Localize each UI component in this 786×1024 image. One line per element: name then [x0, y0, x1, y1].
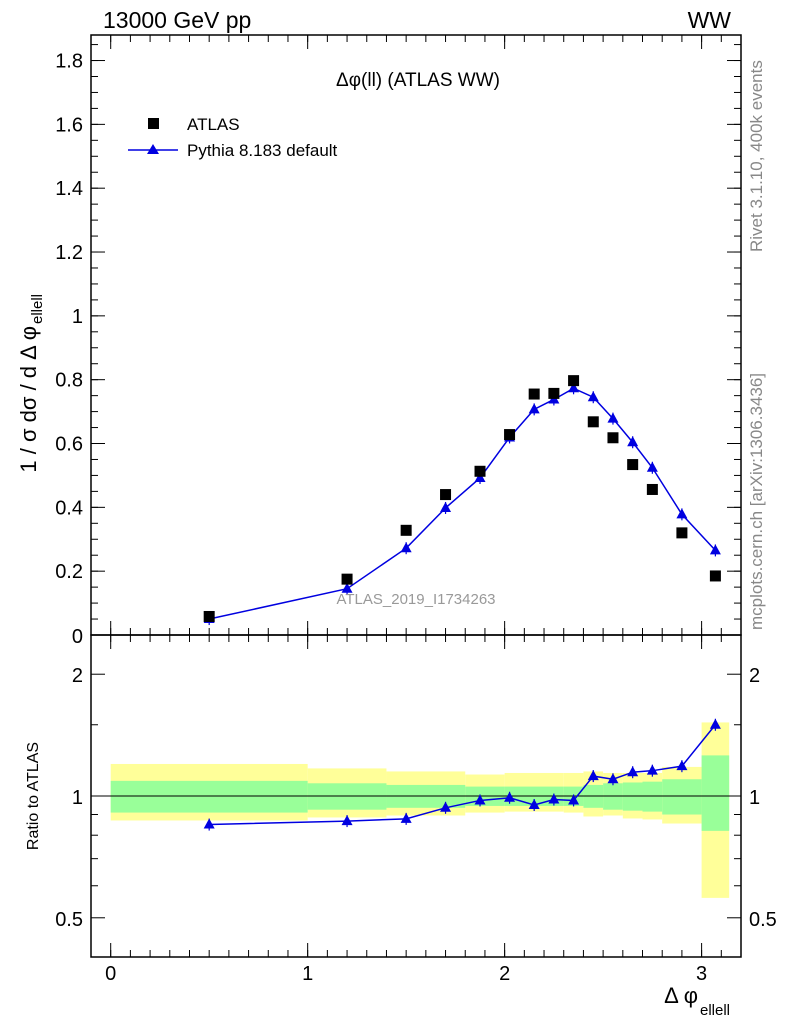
main-ylabel-text: 1 / σ dσ / d Δ φ: [16, 326, 41, 473]
atlas-point: [587, 416, 599, 428]
ratio-axes: 0.5 0.5 1 1 2 2 0 1 2 3: [55, 635, 777, 985]
ratio-point: [587, 770, 599, 781]
atlas-point: [440, 489, 452, 501]
ratio-point: [341, 815, 353, 826]
atlas-point: [203, 610, 215, 622]
ratio-ytick-label: 1: [72, 787, 83, 809]
pythia-point: [709, 544, 721, 555]
ratio-point: [568, 794, 580, 805]
pythia-line: [209, 387, 716, 620]
band-inner: [642, 781, 663, 812]
ratio-xtick-label: 1: [302, 963, 313, 985]
header-right: WW: [688, 7, 732, 33]
atlas-point: [607, 432, 619, 444]
ratio-xlabel: Δ φ ellell: [664, 983, 730, 1019]
ratio-point: [528, 799, 540, 810]
ratio-xlabel-text: Δ φ: [664, 983, 698, 1008]
ratio-point: [627, 766, 639, 777]
ratio-point: [400, 812, 412, 823]
band-inner: [110, 780, 308, 813]
ratio-point: [504, 791, 516, 802]
ratio-ylabel: Ratio to ATLAS: [25, 742, 42, 850]
ratio-marks: [203, 718, 721, 831]
ratio-xtick-label: 2: [499, 963, 510, 985]
band-inner: [662, 779, 702, 815]
ratio-point: [646, 764, 658, 775]
ratio-point: [548, 793, 560, 804]
main-axes: 0.2 0.4 0.6 0.8 1 1.2 1.4 1.6 1.8 0: [55, 35, 741, 648]
ratio-panel: 0.5 0.5 1 1 2 2 0 1 2 3 Ratio to ATLAS Δ φ ellell: [25, 634, 777, 1019]
atlas-point: [528, 388, 540, 400]
main-title: Δφ(ll) (ATLAS WW): [336, 70, 500, 91]
pythia-point: [676, 508, 688, 519]
atlas-point: [504, 429, 516, 441]
watermark: ATLAS_2019_I1734263: [336, 591, 495, 608]
atlas-point: [646, 483, 658, 495]
side-label-source: mcplots.cern.ch [arXiv:1306.3436]: [747, 373, 766, 630]
pythia-point: [341, 582, 353, 593]
main-ytick-label-zero: 0: [72, 626, 83, 648]
legend-label-pythia: Pythia 8.183 default: [187, 141, 338, 160]
ratio-ytick-label: 2: [72, 665, 83, 687]
atlas-point: [676, 527, 688, 539]
main-marks: [203, 375, 721, 626]
pythia-point: [587, 391, 599, 402]
ratio-xtick-label: 0: [105, 963, 116, 985]
pythia-point: [474, 471, 486, 482]
atlas-point: [474, 465, 486, 477]
pythia-point: [607, 412, 619, 423]
main-ytick-label: 0.2: [55, 561, 83, 583]
atlas-point: [548, 387, 560, 399]
legend-label-atlas: ATLAS: [187, 115, 240, 134]
legend: ATLAS Pythia 8.183 default: [128, 115, 338, 160]
main-ylabel-sub: ellell: [29, 294, 46, 324]
ratio-point: [676, 760, 688, 771]
legend-marker-atlas: [148, 118, 159, 129]
main-ytick-label: 0.4: [55, 497, 83, 519]
band-inner: [701, 755, 730, 831]
atlas-point: [709, 570, 721, 582]
main-ylabel: 1 / σ dσ / d Δ φ ellell: [16, 294, 46, 473]
legend-marker-pythia: [147, 144, 159, 154]
ratio-point: [203, 818, 215, 829]
main-ytick-label: 1.6: [55, 114, 83, 136]
pythia-point: [568, 382, 580, 393]
ratio-point: [607, 773, 619, 784]
ratio-point: [474, 794, 486, 805]
main-ytick-label: 1.8: [55, 51, 83, 73]
side-label-rivet: Rivet 3.1.10, 400k events: [747, 60, 766, 252]
ratio-point: [440, 801, 452, 812]
atlas-point: [627, 459, 639, 471]
main-ytick-label: 0.6: [55, 434, 83, 456]
ratio-ytick-label: 0.5: [55, 909, 83, 931]
main-panel: 0.2 0.4 0.6 0.8 1 1.2 1.4 1.6 1.8 0 Δφ(ll) (ATLAS…: [16, 34, 742, 648]
pythia-point: [627, 436, 639, 447]
ratio-ytick-label-right: 2: [749, 665, 760, 687]
atlas-point: [341, 573, 353, 585]
pythia-point: [400, 542, 412, 553]
pythia-point: [528, 403, 540, 414]
ratio-xtick-label: 3: [696, 963, 707, 985]
ratio-ytick-label-right: 0.5: [749, 909, 777, 931]
pythia-point: [646, 461, 658, 472]
main-ytick-label: 0.8: [55, 370, 83, 392]
band-inner: [622, 782, 643, 811]
atlas-point: [568, 375, 580, 387]
main-ytick-label: 1.4: [55, 178, 83, 200]
ratio-xlabel-sub: ellell: [700, 1002, 730, 1019]
ratio-bands: [110, 722, 730, 898]
main-ytick-label: 1: [72, 306, 83, 328]
header-left: 13000 GeV pp: [103, 7, 251, 33]
pythia-point: [440, 501, 452, 512]
ratio-point: [709, 718, 721, 729]
ratio-ytick-label-right: 1: [749, 787, 760, 809]
main-ytick-label: 1.2: [55, 242, 83, 264]
atlas-point: [400, 524, 412, 536]
